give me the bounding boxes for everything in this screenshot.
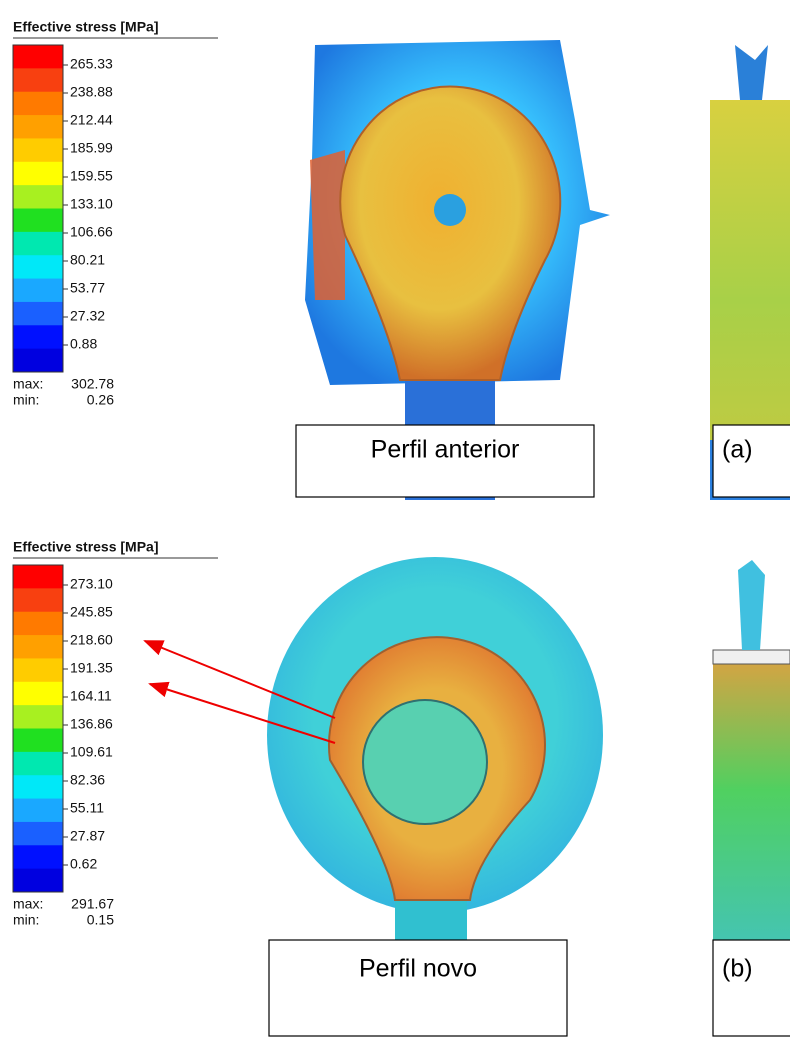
- max-value: 302.78: [71, 376, 114, 392]
- min-value: 0.15: [87, 912, 114, 928]
- legend-label: 27.32: [70, 308, 105, 324]
- legend-swatch: [13, 255, 63, 279]
- min-value: 0.26: [87, 392, 114, 408]
- legend-label: 109.61: [70, 744, 113, 760]
- legend-swatch: [13, 115, 63, 139]
- legend-label: 27.87: [70, 828, 105, 844]
- panel-tag: (a): [722, 436, 753, 464]
- legend-swatch: [13, 752, 63, 776]
- legend-label: 136.86: [70, 716, 113, 732]
- legend-swatch: [13, 325, 63, 349]
- legend-label: 273.10: [70, 576, 113, 592]
- legend-swatch: [13, 775, 63, 799]
- page: Effective stress [MPa] 265.33 238.88 212.44…: [0, 0, 790, 1037]
- legend-swatch: [13, 705, 63, 729]
- legend-label: 82.36: [70, 772, 105, 788]
- caption: Perfil novo: [359, 955, 477, 983]
- legend-swatch: [13, 232, 63, 256]
- legend-swatch: [13, 185, 63, 209]
- legend-swatch: [13, 68, 63, 92]
- legend-swatch: [13, 612, 63, 636]
- legend-label: 265.33: [70, 56, 113, 72]
- legend-swatch: [13, 92, 63, 116]
- max-label: max:: [13, 376, 43, 392]
- legend-swatch: [13, 635, 63, 659]
- legend-label: 218.60: [70, 632, 113, 648]
- legend-swatch: [13, 162, 63, 186]
- legend-label: 133.10: [70, 196, 113, 212]
- legend-label: 55.11: [70, 800, 104, 816]
- legend-label: 0.62: [70, 856, 97, 872]
- legend-swatch: [13, 822, 63, 846]
- legend-swatch: [13, 682, 63, 706]
- legend-title: Effective stress [MPa]: [13, 539, 159, 555]
- caption: Perfil anterior: [371, 436, 520, 464]
- legend-swatch: [13, 729, 63, 753]
- legend-swatch: [13, 349, 63, 373]
- legend-swatch: [13, 588, 63, 612]
- legend-label: 238.88: [70, 84, 113, 100]
- max-value: 291.67: [71, 896, 114, 912]
- figure: Effective stress [MPa] 265.33 238.88 212.44…: [0, 0, 790, 1037]
- legend-swatch: [13, 845, 63, 869]
- legend-swatch: [13, 45, 63, 69]
- legend-label: 106.66: [70, 224, 113, 240]
- legend-label: 164.11: [70, 688, 112, 704]
- legend-label: 191.35: [70, 660, 113, 676]
- legend-label: 212.44: [70, 112, 113, 128]
- legend-swatch: [13, 799, 63, 823]
- legend-label: 245.85: [70, 604, 113, 620]
- legend-label: 53.77: [70, 280, 105, 296]
- legend-swatch: [13, 869, 63, 893]
- legend-label: 0.88: [70, 336, 97, 352]
- legend-title: Effective stress [MPa]: [13, 19, 159, 35]
- legend-swatch: [13, 565, 63, 589]
- max-label: max:: [13, 896, 43, 912]
- min-label: min:: [13, 392, 39, 408]
- legend-swatch: [13, 279, 63, 303]
- legend-swatch: [13, 138, 63, 162]
- panel-tag: (b): [722, 955, 753, 983]
- legend-swatch: [13, 658, 63, 682]
- legend-label: 80.21: [70, 252, 105, 268]
- legend-swatch: [13, 209, 63, 233]
- legend-label: 185.99: [70, 140, 113, 156]
- min-label: min:: [13, 912, 39, 928]
- legend-swatch: [13, 302, 63, 326]
- legend-label: 159.55: [70, 168, 113, 184]
